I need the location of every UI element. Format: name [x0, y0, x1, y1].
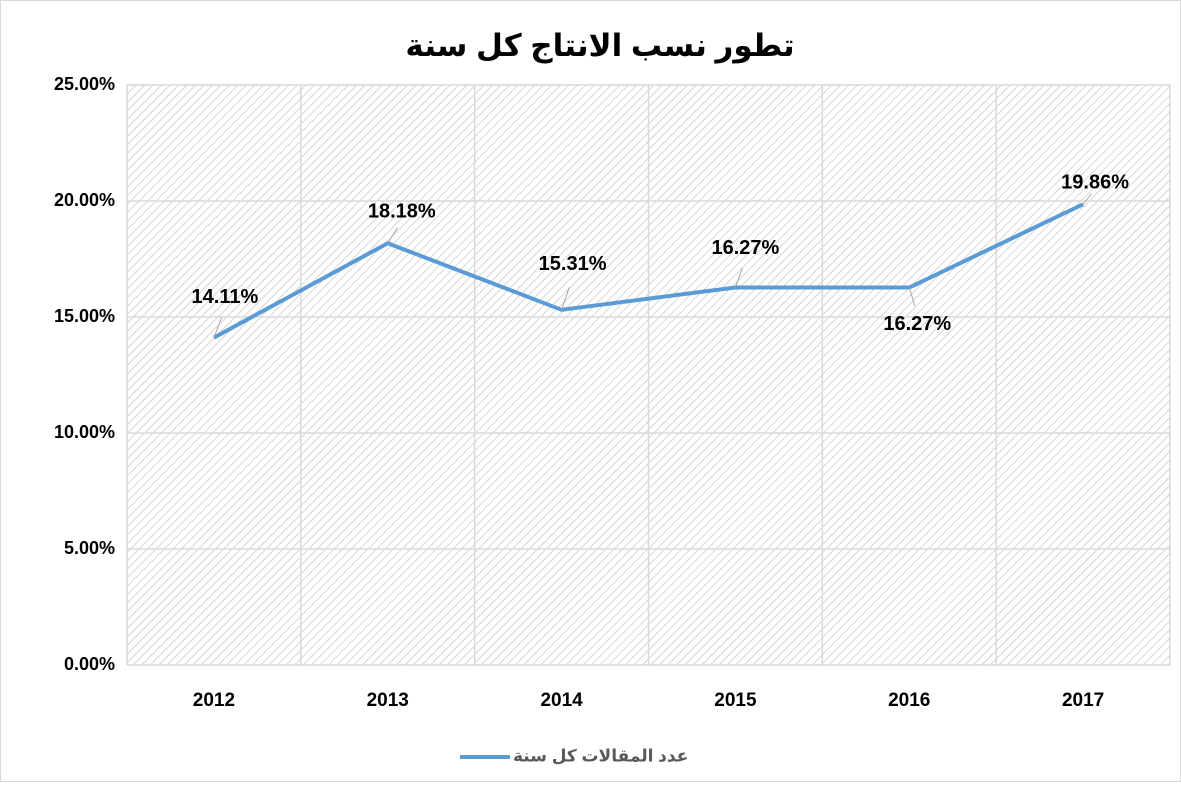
x-tick-label: 2013 [367, 690, 409, 711]
data-label: 16.27% [883, 313, 951, 335]
y-tick-label: 10.00% [54, 422, 115, 442]
data-label: 19.86% [1061, 172, 1129, 194]
leader-line [387, 227, 398, 244]
data-label: 16.27% [711, 237, 779, 259]
x-tick-label: 2014 [540, 690, 583, 711]
legend-label: عدد المقالات كل سنة [513, 746, 688, 765]
chart-title: تطور نسب الانتاج كل سنة [405, 28, 794, 64]
series-line [212, 202, 1084, 340]
x-tick-label: 2017 [1062, 690, 1104, 711]
leader-line [908, 287, 916, 307]
y-tick-label: 0.00% [64, 654, 115, 674]
leader-line [561, 287, 570, 310]
y-tick-label: 15.00% [54, 306, 115, 326]
y-tick-label: 20.00% [54, 190, 115, 210]
y-tick-label: 25.00% [54, 74, 115, 94]
leader-line [213, 317, 223, 338]
leader-line [734, 267, 743, 288]
x-tick-label: 2012 [193, 690, 235, 711]
data-label: 15.31% [539, 253, 607, 275]
x-tick-label: 2015 [714, 690, 757, 711]
data-label: 18.18% [368, 201, 436, 223]
y-tick-label: 5.00% [64, 538, 115, 558]
x-tick-label: 2016 [888, 690, 930, 711]
leader-line [1082, 193, 1092, 205]
data-label: 14.11% [192, 286, 259, 308]
